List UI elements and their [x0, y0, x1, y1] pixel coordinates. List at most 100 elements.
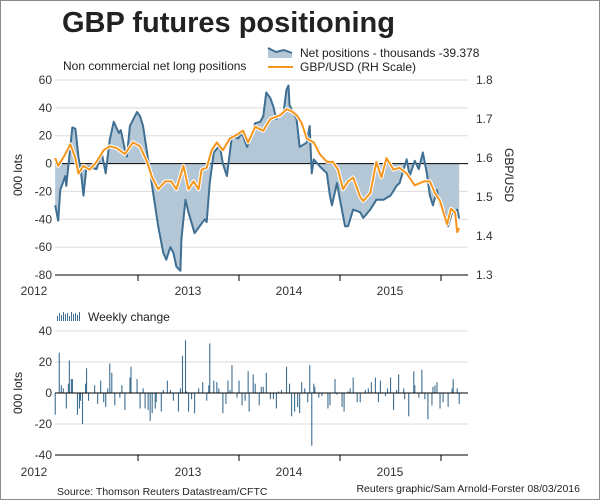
weekly-change-bar [70, 379, 72, 393]
left-tick-label: -40 [35, 212, 53, 226]
weekly-change-bar [191, 393, 193, 400]
weekly-change-bar [452, 379, 454, 393]
weekly-change-bar [434, 385, 436, 393]
weekly-change-bar [124, 393, 126, 411]
weekly-change-bar [213, 380, 215, 393]
weekly-change-bar [377, 393, 379, 403]
weekly-change-bar [67, 383, 69, 393]
weekly-change-bar [447, 393, 449, 407]
weekly-change-bar [370, 382, 372, 393]
legend-bar [57, 316, 58, 321]
weekly-change-bar [248, 393, 250, 412]
bottom-left-tick-label: -40 [35, 448, 53, 462]
weekly-change-bar [285, 366, 288, 393]
weekly-change-bar [414, 385, 416, 393]
right-axis-label: GBP/USD [502, 148, 516, 202]
weekly-change-bar [111, 372, 113, 393]
weekly-change-bar [364, 389, 366, 393]
weekly-change-bar [367, 388, 369, 393]
bottom-x-label: 2014 [276, 465, 303, 479]
weekly-change-bar [374, 377, 376, 393]
weekly-change-bar [262, 386, 264, 393]
weekly-change-bar [60, 385, 62, 393]
weekly-change-bar [65, 393, 67, 409]
weekly-change-bar [62, 388, 64, 393]
weekly-change-bar [341, 393, 343, 407]
weekly-change-bar [166, 380, 168, 393]
left-tick-label: -80 [35, 268, 53, 282]
legend-bar [63, 312, 64, 321]
legend-bars-icon [57, 312, 80, 321]
bottom-left-tick-label: -20 [35, 417, 53, 431]
legend-bar [75, 313, 76, 321]
legend-bar [73, 314, 74, 321]
footer-credit: Reuters graphic/Sam Arnold-Forster 08/03… [356, 483, 580, 495]
bottom-left-tick-label: 20 [39, 355, 53, 369]
weekly-change-bar [352, 377, 354, 393]
bottom-left-tick-label: 0 [45, 386, 52, 400]
weekly-change-bar [421, 369, 423, 393]
weekly-change-bar [94, 385, 96, 393]
left-tick-label: -60 [35, 240, 53, 254]
left-axis-label: 000 lots [11, 154, 25, 196]
weekly-change-bar [349, 388, 351, 393]
weekly-change-bar [318, 393, 320, 398]
weekly-change-bar [160, 393, 162, 412]
weekly-change-bar [347, 391, 349, 393]
weekly-change-bar [439, 393, 441, 409]
chart-subtitle: Non commercial net long positions [63, 59, 246, 73]
weekly-change-bar [436, 382, 438, 393]
weekly-change-bar [390, 377, 392, 393]
weekly-change-bar [181, 355, 184, 393]
weekly-change-bar [88, 393, 90, 401]
weekly-change-bar [78, 393, 81, 409]
weekly-change-bar [431, 393, 433, 406]
weekly-change-bar [396, 389, 398, 393]
weekly-change-bar [97, 393, 99, 404]
weekly-change-bar [229, 389, 231, 393]
weekly-change-bar [149, 393, 151, 421]
weekly-change-bar [85, 368, 88, 393]
net-positions-area-fill [55, 85, 460, 271]
top-axes: 60 40 20 0 -20 -40 -60 -80 1.8 1.7 1.6 1.5 1.4 1.3 201… [21, 73, 493, 298]
legend-bar [59, 313, 60, 321]
weekly-change-bar [418, 393, 420, 398]
weekly-change-bar [130, 366, 132, 393]
chart-title: GBP futures positioning [62, 7, 395, 39]
left-tick-label: 20 [39, 129, 53, 143]
weekly-change-bar [321, 393, 323, 397]
weekly-change-bar [307, 393, 309, 403]
weekly-change-bar [260, 386, 262, 393]
weekly-change-bar [198, 388, 200, 393]
bottom-left-axis-label: 000 lots [11, 372, 25, 414]
bottom-gridlines [55, 330, 468, 425]
weekly-change-bar [379, 380, 381, 393]
weekly-change-bar [218, 388, 220, 393]
net-positions-area [55, 85, 460, 271]
weekly-change-bar [299, 393, 301, 414]
weekly-change-bar [208, 385, 210, 393]
legend-label-weekly-change: Weekly change [88, 310, 170, 324]
weekly-change-bar [103, 393, 105, 403]
weekly-change-bar [408, 393, 410, 417]
weekly-change-bar [76, 393, 78, 415]
gbpusd-line [54, 108, 461, 234]
weekly-change-bar [334, 379, 336, 393]
footer-source: Source: Thomson Reuters Datastream/CFTC [57, 486, 268, 498]
weekly-change-bar [291, 393, 293, 417]
weekly-change-bar [236, 393, 238, 398]
weekly-change-bar [184, 340, 187, 393]
left-tick-label: 60 [39, 73, 53, 87]
top-x-label: 2015 [377, 284, 404, 298]
weekly-change-bar [294, 393, 296, 412]
weekly-change-bar [222, 393, 224, 414]
weekly-change-bar [100, 380, 102, 393]
right-tick-label: 1.8 [476, 73, 493, 87]
right-tick-label: 1.3 [476, 268, 493, 282]
weekly-change-bar [311, 393, 313, 446]
weekly-change-bar [432, 386, 434, 393]
right-tick-label: 1.6 [476, 151, 493, 165]
right-tick-label: 1.4 [476, 229, 493, 243]
weekly-change-bar [185, 391, 188, 393]
